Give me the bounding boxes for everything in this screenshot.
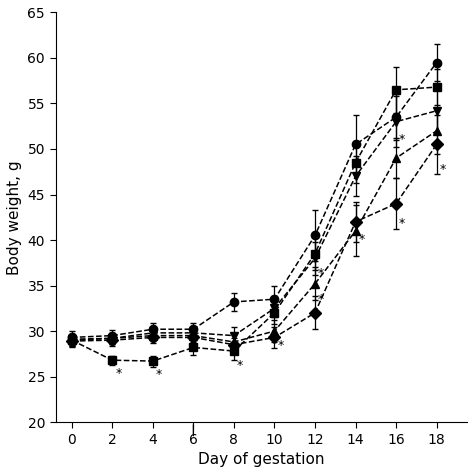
Text: *: * [440, 163, 446, 176]
Text: *: * [237, 359, 243, 372]
Text: *: * [399, 133, 405, 146]
X-axis label: Day of gestation: Day of gestation [198, 452, 325, 467]
Text: *: * [318, 293, 324, 306]
Text: *: * [399, 217, 405, 230]
Text: *: * [318, 267, 324, 280]
Y-axis label: Body weight, g: Body weight, g [7, 160, 22, 274]
Text: *: * [156, 368, 162, 382]
Text: *: * [359, 233, 365, 246]
Text: *: * [115, 367, 122, 381]
Text: *: * [277, 339, 284, 352]
